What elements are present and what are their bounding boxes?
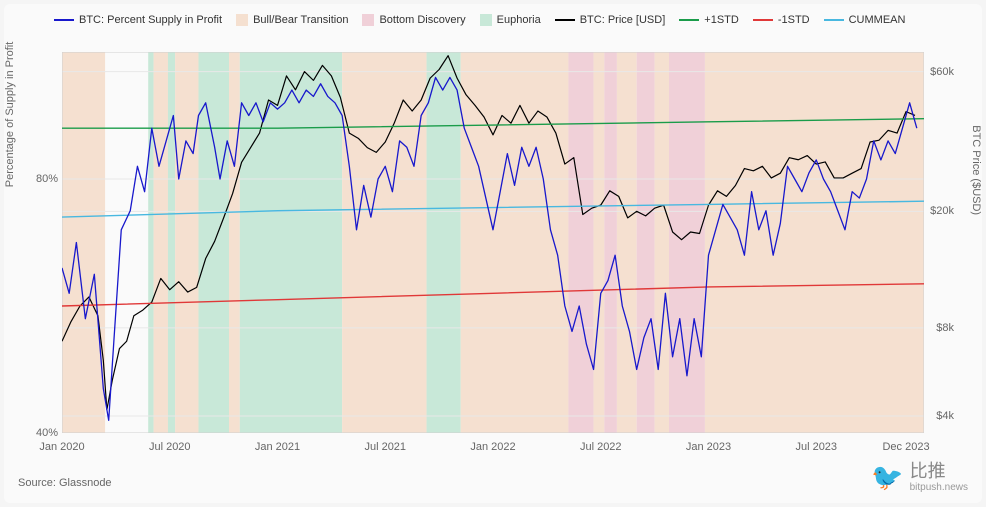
legend-swatch [362, 14, 374, 26]
plot-area [62, 52, 924, 433]
x-tick: Jan 2020 [39, 441, 84, 453]
region-bullbear [594, 52, 605, 433]
y-tick-right: $20k [930, 205, 954, 217]
chart-svg [62, 52, 924, 433]
region-bullbear [655, 52, 669, 433]
legend-label: Euphoria [497, 14, 541, 26]
region-bullbear [461, 52, 569, 433]
region-euphoria [240, 52, 342, 433]
y-axis-right-label: BTC Price ($USD) [970, 125, 982, 215]
legend-swatch [824, 19, 844, 21]
legend-swatch [679, 19, 699, 21]
legend: BTC: Percent Supply in Profit Bull/Bear T… [4, 4, 982, 30]
legend-item: Euphoria [480, 14, 541, 26]
y-tick-left: 80% [36, 173, 58, 185]
x-tick: Jan 2023 [686, 441, 731, 453]
region-bottom [604, 52, 617, 433]
legend-label: +1STD [704, 14, 739, 26]
y-tick-right: $60k [930, 66, 954, 78]
watermark-cn: 比推 [910, 462, 968, 482]
chart-container: BTC: Percent Supply in Profit Bull/Bear T… [4, 4, 982, 503]
legend-item: Bottom Discovery [362, 14, 465, 26]
x-tick: Jan 2022 [470, 441, 515, 453]
x-tick: Jul 2023 [795, 441, 837, 453]
y-tick-right: $4k [936, 410, 954, 422]
legend-swatch [555, 19, 575, 21]
bird-icon: 🐦 [871, 462, 903, 493]
region-euphoria [148, 52, 153, 433]
watermark-url: bitpush.news [910, 482, 968, 493]
source-text: Source: Glassnode [18, 477, 112, 489]
region-bullbear [229, 52, 240, 433]
legend-label: -1STD [778, 14, 810, 26]
region-bottom [568, 52, 593, 433]
region-bullbear [617, 52, 637, 433]
region-euphoria [168, 52, 175, 433]
legend-item: BTC: Price [USD] [555, 14, 666, 26]
legend-label: CUMMEAN [849, 14, 906, 26]
watermark: 🐦 比推 bitpush.news [871, 462, 968, 493]
region-bullbear [154, 52, 168, 433]
x-tick: Jul 2021 [364, 441, 406, 453]
region-bullbear [62, 52, 105, 433]
region-bottom [637, 52, 655, 433]
legend-swatch [54, 19, 74, 21]
x-tick: Dec 2023 [882, 441, 929, 453]
legend-label: BTC: Percent Supply in Profit [79, 14, 222, 26]
x-tick: Jul 2022 [580, 441, 622, 453]
legend-item: -1STD [753, 14, 810, 26]
y-tick-right: $8k [936, 322, 954, 334]
legend-item: Bull/Bear Transition [236, 14, 348, 26]
region-bullbear [175, 52, 198, 433]
legend-label: Bull/Bear Transition [253, 14, 348, 26]
legend-item: BTC: Percent Supply in Profit [54, 14, 222, 26]
legend-swatch [236, 14, 248, 26]
y-tick-left: 40% [36, 427, 58, 439]
legend-item: CUMMEAN [824, 14, 906, 26]
y-axis-left-label: Percentage of Supply in Profit [4, 41, 16, 187]
region-bullbear [705, 52, 924, 433]
x-tick: Jul 2020 [149, 441, 191, 453]
region-euphoria [427, 52, 461, 433]
legend-label: Bottom Discovery [379, 14, 465, 26]
legend-item: +1STD [679, 14, 739, 26]
x-tick: Jan 2021 [255, 441, 300, 453]
legend-swatch [753, 19, 773, 21]
legend-swatch [480, 14, 492, 26]
legend-label: BTC: Price [USD] [580, 14, 666, 26]
